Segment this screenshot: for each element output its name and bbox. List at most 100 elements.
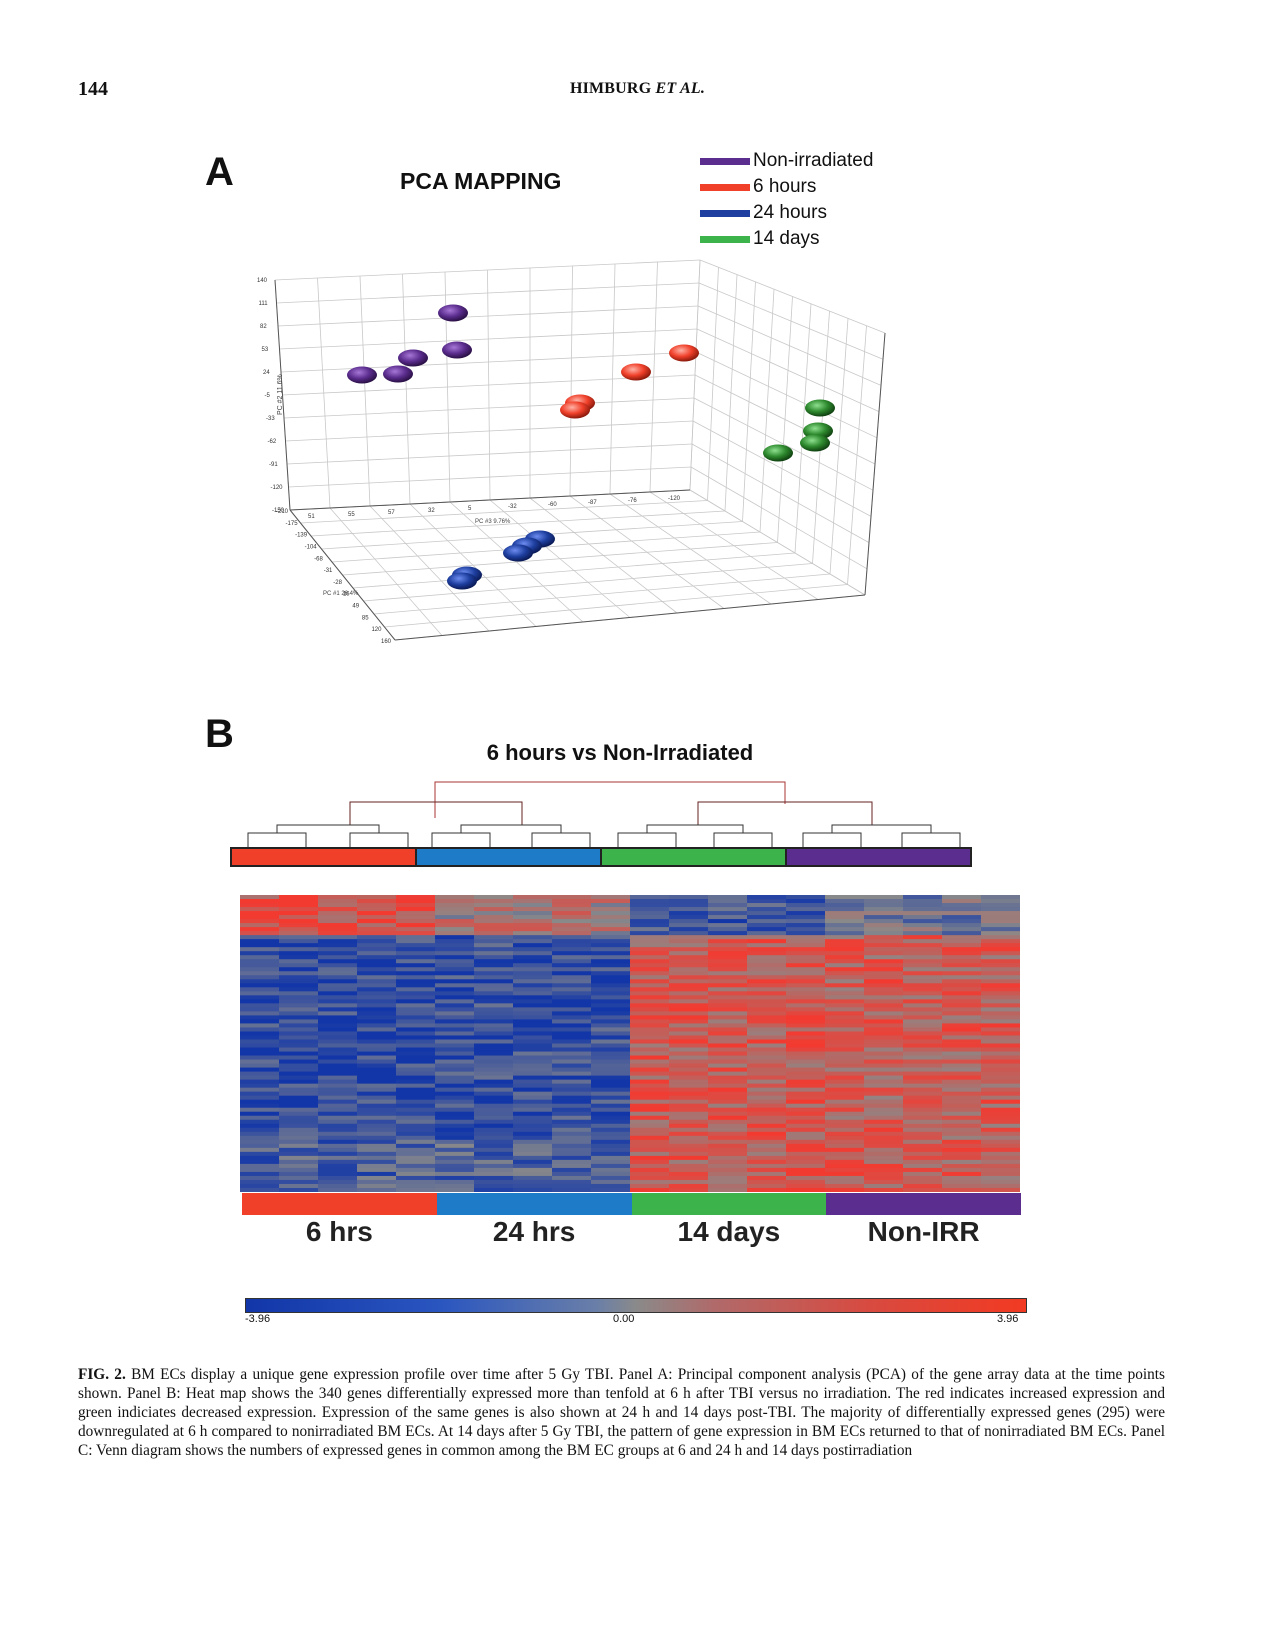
heatmap-cell bbox=[981, 1103, 1020, 1109]
heatmap-cell bbox=[318, 1167, 358, 1173]
heatmap-cell bbox=[747, 1175, 787, 1181]
heatmap-cell bbox=[747, 1131, 787, 1137]
heatmap-cell bbox=[630, 1031, 670, 1036]
depth-tick-label: 160 bbox=[381, 639, 392, 645]
dendrogram-branch bbox=[697, 801, 873, 825]
heatmap-cell bbox=[825, 1083, 865, 1089]
heatmap-cell bbox=[669, 1091, 709, 1097]
heatmap-cell bbox=[708, 1023, 748, 1028]
dendrogram-branch bbox=[431, 832, 491, 848]
heatmap-cell bbox=[474, 1143, 514, 1149]
heatmap-cell bbox=[396, 1039, 436, 1044]
heatmap-cell bbox=[279, 1163, 319, 1169]
heatmap-cell bbox=[786, 1003, 826, 1008]
heatmap-cell bbox=[513, 1071, 553, 1077]
heatmap-cell bbox=[357, 1143, 397, 1149]
heatmap-cell bbox=[513, 1091, 553, 1097]
heatmap-cell bbox=[474, 915, 514, 920]
heatmap-cell bbox=[825, 1039, 865, 1044]
heatmap-cell bbox=[747, 1123, 787, 1129]
heatmap-cell bbox=[825, 991, 865, 996]
heatmap-cell bbox=[474, 899, 514, 904]
heatmap-cell bbox=[357, 955, 397, 960]
pc2-axis-label: PC #2 11.6% bbox=[277, 374, 284, 415]
heatmap-cell bbox=[279, 1071, 319, 1077]
heatmap-cell bbox=[864, 971, 904, 976]
heatmap-cell bbox=[474, 1051, 514, 1057]
heatmap-cell bbox=[279, 1123, 319, 1129]
heatmap-cell bbox=[474, 1167, 514, 1173]
heatmap-cell bbox=[240, 923, 280, 928]
heatmap-cell bbox=[981, 991, 1020, 996]
heatmap-cell bbox=[318, 895, 358, 900]
heatmap-cell bbox=[240, 1087, 280, 1093]
dendrogram-branch bbox=[831, 824, 932, 833]
heatmap-cell bbox=[279, 967, 319, 972]
heatmap-cell bbox=[357, 991, 397, 996]
heatmap-cell bbox=[864, 899, 904, 904]
heatmap-cell bbox=[630, 951, 670, 956]
heatmap-cell bbox=[591, 1119, 631, 1125]
heatmap-cell bbox=[435, 895, 475, 900]
heatmap-cell bbox=[942, 1091, 982, 1097]
grid-line bbox=[373, 573, 831, 615]
heatmap-cell bbox=[708, 1059, 748, 1065]
heatmap-cell bbox=[357, 899, 397, 904]
running-head-etal: ET AL. bbox=[655, 80, 706, 97]
heatmap-cell bbox=[864, 1139, 904, 1145]
heatmap-cell bbox=[357, 1067, 397, 1073]
heatmap-cell bbox=[396, 1027, 436, 1032]
heatmap-cell bbox=[396, 1111, 436, 1117]
heatmap-cell bbox=[825, 915, 865, 920]
heatmap-cell bbox=[669, 1171, 709, 1177]
heatmap-cell bbox=[747, 1015, 787, 1020]
heatmap-cell bbox=[318, 1139, 358, 1145]
heatmap-cell bbox=[630, 1135, 670, 1141]
heatmap-cell bbox=[669, 1123, 709, 1129]
heatmap-cell bbox=[786, 927, 826, 932]
heatmap-cell bbox=[825, 1151, 865, 1157]
heatmap-cell bbox=[279, 943, 319, 948]
heatmap-cell bbox=[708, 1011, 748, 1016]
heatmap-cell bbox=[396, 1003, 436, 1008]
legend-swatch bbox=[700, 157, 750, 165]
heatmap-cell bbox=[591, 1079, 631, 1085]
heatmap-cell bbox=[552, 1003, 592, 1008]
heatmap-cell bbox=[903, 1047, 943, 1053]
heatmap-cell bbox=[942, 1071, 982, 1077]
heatmap-cell bbox=[591, 1075, 631, 1081]
heatmap-cell bbox=[825, 1051, 865, 1057]
heatmap-cell bbox=[357, 1179, 397, 1185]
heatmap-cell bbox=[747, 1035, 787, 1040]
heatmap-cell bbox=[552, 1023, 592, 1028]
heatmap-cell bbox=[552, 1143, 592, 1149]
heatmap-cell bbox=[903, 1123, 943, 1129]
x-tick-label: 51 bbox=[308, 514, 315, 520]
heatmap-cell bbox=[903, 931, 943, 936]
heatmap-cell bbox=[747, 1075, 787, 1081]
heatmap-cell bbox=[942, 1015, 982, 1020]
pca-axes bbox=[274, 279, 886, 641]
heatmap-cell bbox=[825, 907, 865, 912]
heatmap-cell bbox=[786, 903, 826, 908]
heatmap-cell bbox=[435, 1011, 475, 1016]
heatmap-cell bbox=[747, 1111, 787, 1117]
heatmap-cell bbox=[981, 907, 1020, 912]
heatmap-cell bbox=[513, 939, 553, 944]
heatmap-cell bbox=[903, 959, 943, 964]
heatmap-cell bbox=[435, 1007, 475, 1012]
heatmap-cell bbox=[591, 983, 631, 988]
heatmap-cell bbox=[474, 1071, 514, 1077]
heatmap-cell bbox=[396, 1171, 436, 1177]
heatmap-cell bbox=[474, 1047, 514, 1053]
heatmap-cell bbox=[552, 1163, 592, 1169]
heatmap-cell bbox=[825, 1163, 865, 1169]
heatmap-cell bbox=[357, 1119, 397, 1125]
heatmap-cell bbox=[357, 915, 397, 920]
heatmap-cell bbox=[591, 1167, 631, 1173]
heatmap-cell bbox=[318, 1123, 358, 1129]
heatmap-cell bbox=[981, 1119, 1020, 1125]
heatmap-cell bbox=[357, 1051, 397, 1057]
grid-line bbox=[283, 397, 695, 419]
heatmap-cell bbox=[864, 911, 904, 916]
